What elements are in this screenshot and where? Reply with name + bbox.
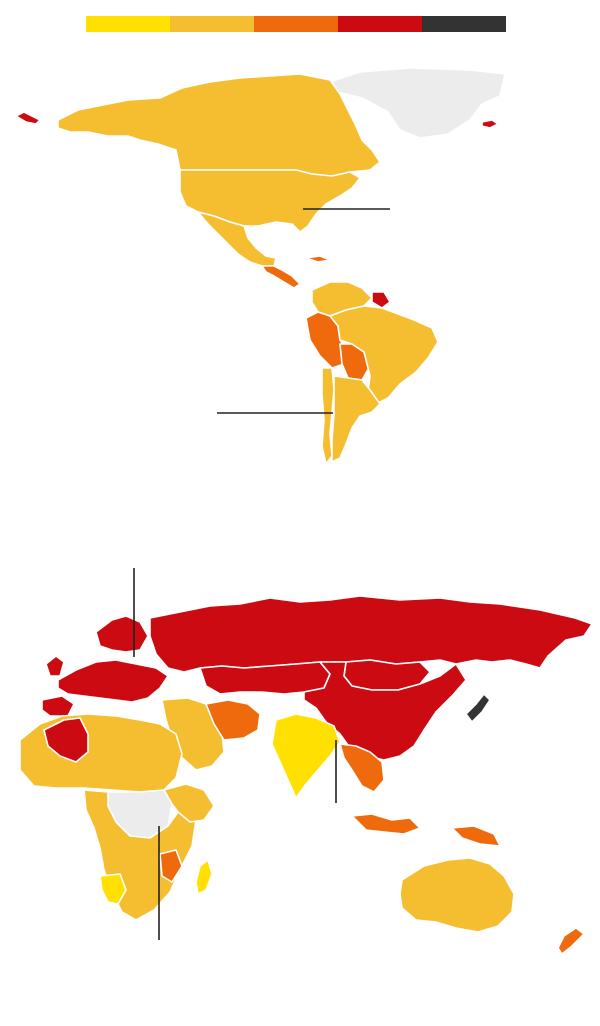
iberia-region[interactable] <box>41 695 75 717</box>
western-europe-region[interactable] <box>57 659 169 703</box>
east-africa-region[interactable] <box>163 783 215 823</box>
central-asia-region[interactable] <box>199 661 331 695</box>
greenland-region[interactable] <box>329 67 506 139</box>
central-america-region[interactable] <box>261 265 301 289</box>
british-isles-region[interactable] <box>45 655 65 677</box>
north-africa-region[interactable] <box>19 713 183 793</box>
southeast-asia-region[interactable] <box>339 743 385 793</box>
iran-region[interactable] <box>205 699 261 741</box>
caribbean-region[interactable] <box>305 255 331 263</box>
indonesia-region[interactable] <box>351 813 421 835</box>
legend-swatch-2 <box>170 16 254 32</box>
canada-region[interactable] <box>57 73 381 177</box>
legend-swatch-3 <box>254 16 338 32</box>
australia-region[interactable] <box>399 857 515 933</box>
alaska-islands-region[interactable] <box>481 119 499 129</box>
legend-swatch-1 <box>86 16 170 32</box>
legend-swatch-4 <box>338 16 422 32</box>
china-region[interactable] <box>303 661 467 761</box>
mozambique-region[interactable] <box>159 849 183 883</box>
guianas-region[interactable] <box>371 291 391 309</box>
brazil-region[interactable] <box>329 305 439 405</box>
mexico-region[interactable] <box>197 211 277 267</box>
color-scale-legend <box>86 16 506 32</box>
papua-region[interactable] <box>451 825 501 847</box>
madagascar-region[interactable] <box>195 859 213 895</box>
eastern-hemisphere-map <box>19 595 593 955</box>
alaska-region[interactable] <box>15 111 41 125</box>
india-region[interactable] <box>271 713 341 799</box>
algeria-region[interactable] <box>43 717 89 763</box>
scandinavia-region[interactable] <box>95 615 149 653</box>
japan-region[interactable] <box>465 693 491 723</box>
argentina-region[interactable] <box>331 375 381 463</box>
americas-map <box>15 67 506 465</box>
new-zealand-region[interactable] <box>557 927 585 955</box>
namibia-region[interactable] <box>99 873 127 905</box>
legend-swatch-5 <box>422 16 506 32</box>
annotation-leaders <box>133 208 390 940</box>
